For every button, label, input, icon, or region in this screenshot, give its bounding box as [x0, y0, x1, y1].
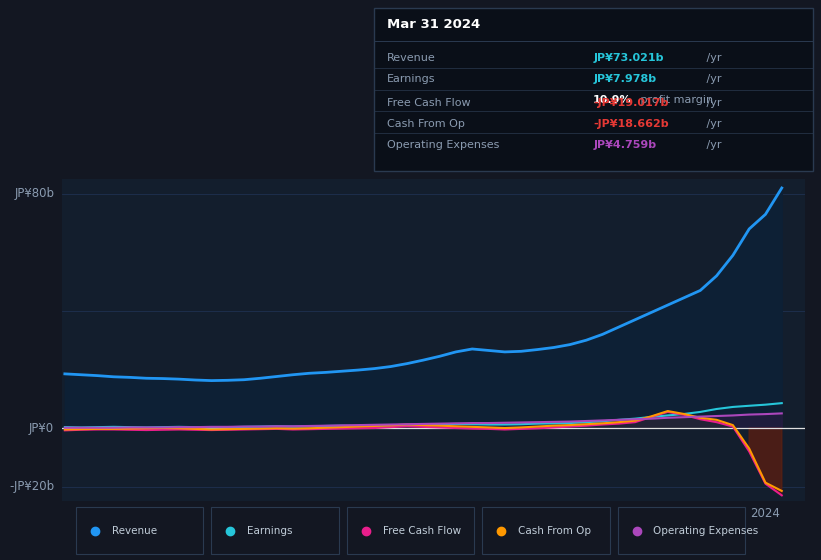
Text: Free Cash Flow: Free Cash Flow	[387, 97, 470, 108]
Text: /yr: /yr	[703, 119, 722, 129]
Text: Earnings: Earnings	[247, 526, 292, 535]
Text: Operating Expenses: Operating Expenses	[654, 526, 759, 535]
Text: profit margin: profit margin	[637, 95, 713, 105]
Text: JP¥4.759b: JP¥4.759b	[594, 140, 656, 150]
Text: JP¥73.021b: JP¥73.021b	[594, 53, 663, 63]
Text: Operating Expenses: Operating Expenses	[387, 140, 499, 150]
Text: /yr: /yr	[703, 97, 722, 108]
Text: Cash From Op: Cash From Op	[518, 526, 591, 535]
Text: JP¥7.978b: JP¥7.978b	[594, 74, 656, 84]
Text: Earnings: Earnings	[387, 74, 435, 84]
Text: JP¥80b: JP¥80b	[14, 188, 54, 200]
Text: -JP¥20b: -JP¥20b	[9, 480, 54, 493]
Text: Cash From Op: Cash From Op	[387, 119, 465, 129]
Text: Revenue: Revenue	[112, 526, 157, 535]
Text: Mar 31 2024: Mar 31 2024	[387, 18, 480, 31]
Text: /yr: /yr	[703, 53, 722, 63]
Text: Free Cash Flow: Free Cash Flow	[383, 526, 461, 535]
Text: 10.9%: 10.9%	[594, 95, 632, 105]
Text: /yr: /yr	[703, 74, 722, 84]
Text: /yr: /yr	[703, 140, 722, 150]
Text: JP¥0: JP¥0	[29, 422, 54, 435]
Text: -JP¥18.662b: -JP¥18.662b	[594, 119, 669, 129]
Text: Revenue: Revenue	[387, 53, 435, 63]
Text: -JP¥19.017b: -JP¥19.017b	[594, 97, 668, 108]
